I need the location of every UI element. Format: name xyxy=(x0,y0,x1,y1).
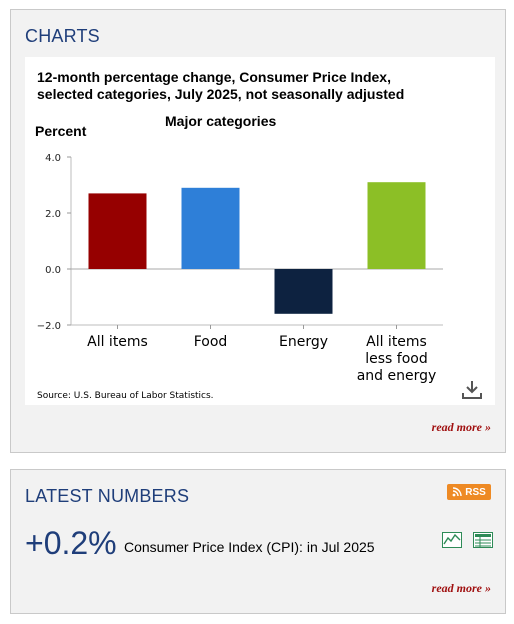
y-tick-label: −2.0 xyxy=(37,321,61,332)
bar-1 xyxy=(181,187,240,269)
x-tick-label: All items xyxy=(87,334,148,350)
chart-y-axis-label: Percent xyxy=(35,123,87,139)
latest-numbers-panel: LATEST NUMBERS RSS +0.2% Consumer Price … xyxy=(10,469,506,614)
x-tick-label: and energy xyxy=(357,368,437,384)
chart-graph-icon[interactable] xyxy=(442,532,462,548)
x-tick-label: less food xyxy=(365,351,428,367)
rss-label: RSS xyxy=(465,486,486,498)
x-tick-label: Energy xyxy=(279,334,328,350)
rss-button[interactable]: RSS xyxy=(447,484,491,500)
rss-feed-icon xyxy=(452,487,462,497)
bar-3 xyxy=(367,182,426,269)
download-icon[interactable] xyxy=(461,379,483,401)
bar-2 xyxy=(274,269,333,314)
data-table-icon[interactable] xyxy=(473,532,493,548)
y-tick-label: 2.0 xyxy=(45,209,61,220)
latest-period: in Jul 2025 xyxy=(302,539,375,555)
bar-chart: 4.0 2.0 0.0 −2.0 All items Food Energy All item… xyxy=(37,153,443,384)
latest-value: +0.2% xyxy=(25,525,117,561)
charts-read-more-link[interactable]: read more » xyxy=(431,420,491,434)
x-tick-label: Food xyxy=(194,334,228,350)
latest-series-label: Consumer Price Index (CPI): in Jul 2025 xyxy=(124,539,375,555)
charts-panel: CHARTS 12-month percentage change, Consu… xyxy=(10,9,506,453)
chart-title-line-1: 12-month percentage change, Consumer Pri… xyxy=(37,69,391,85)
chart-subtitle: Major categories xyxy=(165,113,277,129)
chart-title-line-2: selected categories, July 2025, not seas… xyxy=(37,86,405,102)
chart-source: Source: U.S. Bureau of Labor Statistics. xyxy=(37,391,214,401)
y-tick-label: 0.0 xyxy=(45,265,61,276)
x-tick-label: All items xyxy=(366,334,427,350)
charts-panel-title: CHARTS xyxy=(25,26,100,46)
y-tick-label: 4.0 xyxy=(45,153,61,164)
chart-title: 12-month percentage change, Consumer Pri… xyxy=(37,69,477,103)
latest-numbers-title: LATEST NUMBERS xyxy=(25,486,190,506)
bar-0 xyxy=(88,193,147,269)
latest-series-name: Consumer Price Index (CPI): xyxy=(124,539,303,555)
chart-container: 12-month percentage change, Consumer Pri… xyxy=(25,57,495,405)
latest-read-more-link[interactable]: read more » xyxy=(431,581,491,595)
